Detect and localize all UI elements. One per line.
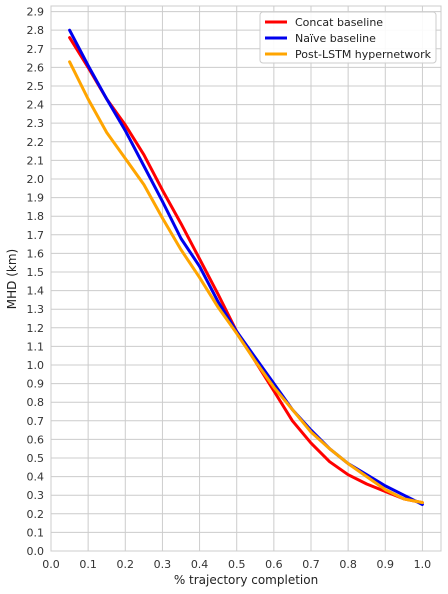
y-tick-label: 0.6 [27,433,45,446]
x-axis-ticks: 0.0 0.1 0.2 0.3 0.4 0.5 0.6 0.7 0.8 0.9 1.0 [42,558,431,571]
y-tick-label: 0.5 [27,452,45,465]
x-tick-label: 0.5 [228,558,246,571]
series-lines [68,28,424,506]
y-tick-label: 1.3 [27,303,45,316]
x-tick-label: 0.3 [154,558,172,571]
x-tick-label: 0.2 [117,558,135,571]
x-axis-label: % trajectory completion [174,573,318,587]
y-tick-label: 1.6 [27,247,45,260]
legend-label: Post-LSTM hypernetwork [295,48,432,61]
y-tick-label: 0.8 [27,396,45,409]
legend: Concat baseline Naïve baseline Post-LSTM h… [259,11,437,64]
y-tick-label: 2.2 [27,136,45,149]
y-tick-label: 1.1 [27,340,45,353]
y-tick-label: 1.7 [27,229,45,242]
y-tick-label: 2.5 [27,80,45,93]
plot-area [51,6,441,551]
y-tick-label: 1.9 [27,192,45,205]
y-tick-label: 0.2 [27,508,45,521]
y-tick-label: 2.7 [27,43,45,56]
x-tick-label: 0.1 [79,558,97,571]
y-tick-label: 2.1 [27,154,45,167]
series-line-3 [68,60,424,505]
x-tick-label: 0.6 [265,558,283,571]
y-tick-label: 0.7 [27,415,45,428]
legend-box [259,11,437,64]
x-tick-label: 0.7 [302,558,320,571]
y-tick-label: 0.1 [27,526,45,539]
y-tick-label: 2.6 [27,61,45,74]
x-tick-label: 1.0 [414,558,432,571]
y-tick-label: 2.9 [27,6,45,19]
x-tick-label: 0.8 [339,558,357,571]
y-tick-label: 1.4 [27,285,45,298]
y-tick-label: 0.0 [27,545,45,558]
y-tick-label: 2.0 [27,173,45,186]
x-tick-label: 0.9 [377,558,395,571]
x-tick-label: 0.4 [191,558,209,571]
plot-frame [50,5,442,552]
plot-border [50,5,442,552]
y-tick-label: 0.9 [27,378,45,391]
x-tick-label: 0.0 [42,558,60,571]
y-tick-label: 2.8 [27,24,45,37]
legend-label: Concat baseline [295,16,383,29]
y-tick-label: 1.5 [27,266,45,279]
y-axis-ticks: 0.0 0.1 0.2 0.3 0.4 0.5 0.6 0.7 0.8 0.9 1.0 1.1 1.2 1… [27,6,45,558]
y-tick-label: 1.0 [27,359,45,372]
y-tick-label: 2.4 [27,99,45,112]
y-tick-label: 1.2 [27,322,45,335]
y-tick-label: 1.8 [27,210,45,223]
y-axis-label: MHD (km) [5,249,19,309]
y-tick-label: 0.3 [27,489,45,502]
y-tick-label: 2.3 [27,117,45,130]
y-tick-label: 0.4 [27,471,45,484]
legend-label: Naïve baseline [295,32,376,45]
